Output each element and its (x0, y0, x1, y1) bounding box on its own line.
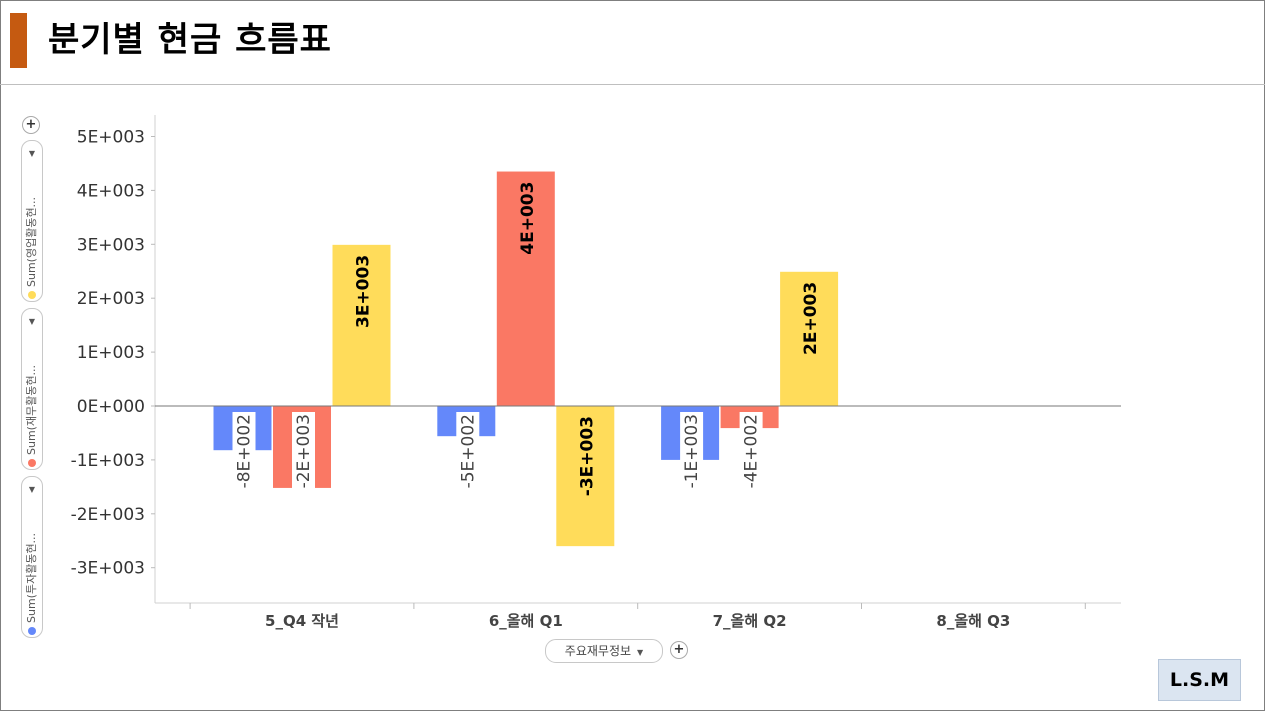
bar-label-group: -8E+002 (232, 412, 256, 492)
bar-label-background (680, 412, 704, 492)
author-badge: L.S.M (1158, 659, 1241, 701)
bar-label-group: -5E+002 (456, 412, 480, 492)
bar (556, 406, 615, 547)
bar-label-background (739, 412, 763, 492)
bar-data-label: -3E+003 (577, 416, 597, 496)
y-tick-label: 0E+000 (77, 397, 145, 417)
triangle-down-icon[interactable]: ▼ (28, 317, 36, 326)
legend-label-text: Sum(재무활동현... (25, 364, 38, 455)
y-tick-label: -2E+003 (71, 505, 145, 525)
x-axis-selector[interactable]: 주요재무정보 ▼ (545, 639, 663, 663)
bar-label-group: -3E+003 (577, 416, 597, 496)
add-axis-button[interactable]: + (670, 641, 688, 659)
x-tick-label: 5_Q4 작년 (265, 612, 339, 630)
bar-data-label: -8E+002 (235, 414, 255, 488)
legend-label: Sum(재무활동현... (22, 343, 42, 467)
bar-label-group: -1E+003 (680, 412, 704, 492)
title-accent-bar (10, 13, 27, 68)
y-tick-label: 3E+003 (77, 235, 145, 255)
bar (496, 171, 555, 406)
y-tick-label: 5E+003 (77, 128, 145, 148)
bar-label-background (292, 412, 315, 492)
add-legend-button[interactable]: + (22, 116, 40, 134)
page-title: 분기별 현금 흐름표 (48, 20, 332, 60)
y-tick-label: 2E+003 (77, 289, 145, 309)
bar-data-label: 4E+003 (518, 182, 538, 255)
y-tick-label: -3E+003 (71, 559, 145, 579)
triangle-down-icon[interactable]: ▼ (28, 485, 36, 494)
plus-icon: + (673, 642, 685, 657)
x-axis-selector-label: 주요재무정보 (564, 644, 632, 658)
bar-label-background (232, 412, 256, 492)
legend-swatch (28, 459, 36, 467)
plus-icon: + (25, 117, 37, 132)
bar-label-group: 3E+003 (354, 255, 374, 328)
triangle-down-icon[interactable]: ▼ (28, 149, 36, 158)
bar-label-group: 2E+003 (801, 282, 821, 355)
bar-label-group: -4E+002 (739, 412, 763, 492)
bar-data-label: 3E+003 (354, 255, 374, 328)
legend-label: Sum(투자활동현... (22, 511, 42, 635)
legend-swatch (28, 627, 36, 635)
y-tick-label: -1E+003 (71, 451, 145, 471)
triangle-down-icon: ▼ (637, 648, 644, 657)
y-tick-label: 4E+003 (77, 181, 145, 201)
title-divider (0, 84, 1265, 85)
x-tick-label: 8_올해 Q3 (936, 612, 1010, 630)
legend-label-text: Sum(투자활동현... (25, 532, 38, 623)
bar-label-group: 4E+003 (518, 182, 538, 255)
bar-label-group: -2E+003 (292, 412, 315, 492)
bar-data-label: 2E+003 (801, 282, 821, 355)
bar-label-background (456, 412, 480, 492)
bar (780, 271, 839, 406)
legend-item-operating[interactable]: ▼ Sum(영업활동현... (21, 140, 43, 302)
x-tick-label: 6_올해 Q1 (489, 612, 563, 630)
legend-item-investing[interactable]: ▼ Sum(투자활동현... (21, 476, 43, 638)
bar-data-label: -4E+002 (742, 414, 762, 488)
bar-data-label: -5E+002 (458, 414, 478, 488)
bar-data-label: -1E+003 (682, 414, 702, 488)
legend-label: Sum(영업활동현... (22, 175, 42, 299)
y-tick-label: 1E+003 (77, 343, 145, 363)
legend-label-text: Sum(영업활동현... (25, 196, 38, 287)
legend-swatch (28, 291, 36, 299)
bar-data-label: -2E+003 (294, 414, 314, 488)
legend-item-financing[interactable]: ▼ Sum(재무활동현... (21, 308, 43, 470)
bar (332, 244, 391, 406)
x-tick-label: 7_올해 Q2 (713, 612, 787, 630)
